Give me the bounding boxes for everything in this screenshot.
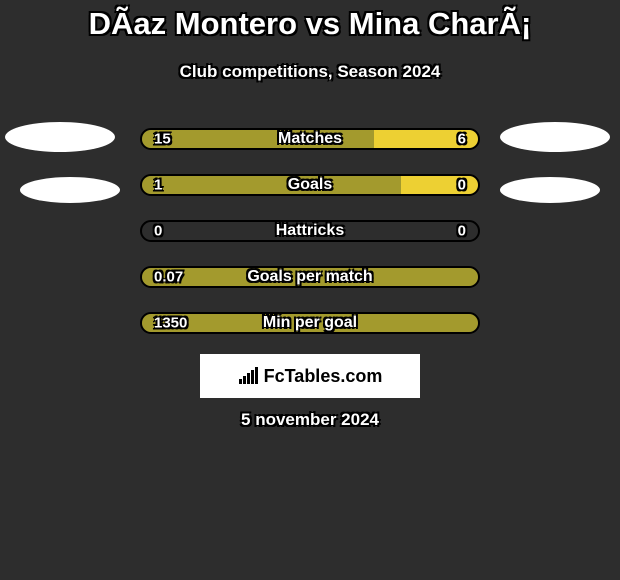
stat-row: Matches15 6 [140,128,480,150]
page-title: DÃ­az Montero vs Mina CharÃ¡ [0,6,620,42]
stat-label: Goals [142,176,478,194]
date-text: 5 november 2024 [241,410,379,429]
stat-value-left: 15 [154,131,171,148]
stat-row: Hattricks0 0 [140,220,480,242]
club-logo-left [5,122,115,152]
logo-text: FcTables.com [264,366,383,387]
stat-value-left: 0.07 [154,269,183,286]
stat-value-right: 0 [458,223,466,240]
date-text-wrap: 5 november 2024 [0,410,620,430]
stat-value-left: 0 [154,223,162,240]
stat-value-left: 1 [154,177,162,194]
stat-row: Goals1 0 [140,174,480,196]
stat-row: Min per goal1350 [140,312,480,334]
club-logo-right [500,177,600,203]
stat-value-right: 0 [458,177,466,194]
stat-label: Hattricks [142,222,478,240]
stat-row: Goals per match0.07 [140,266,480,288]
stat-label: Matches [142,130,478,148]
fctables-logo: FcTables.com [238,366,383,387]
subtitle: Club competitions, Season 2024 [0,62,620,82]
club-logo-left [20,177,120,203]
stat-value-right: 6 [458,131,466,148]
stat-label: Min per goal [142,314,478,332]
bars-icon [238,367,260,385]
subtitle-text: Club competitions, Season 2024 [180,62,441,81]
stat-value-left: 1350 [154,315,187,332]
stat-label: Goals per match [142,268,478,286]
fctables-link[interactable]: FcTables.com [200,354,420,398]
club-logo-right [500,122,610,152]
title-text: DÃ­az Montero vs Mina CharÃ¡ [89,6,532,41]
comparison-card: DÃ­az Montero vs Mina CharÃ¡ Club compet… [0,0,620,580]
